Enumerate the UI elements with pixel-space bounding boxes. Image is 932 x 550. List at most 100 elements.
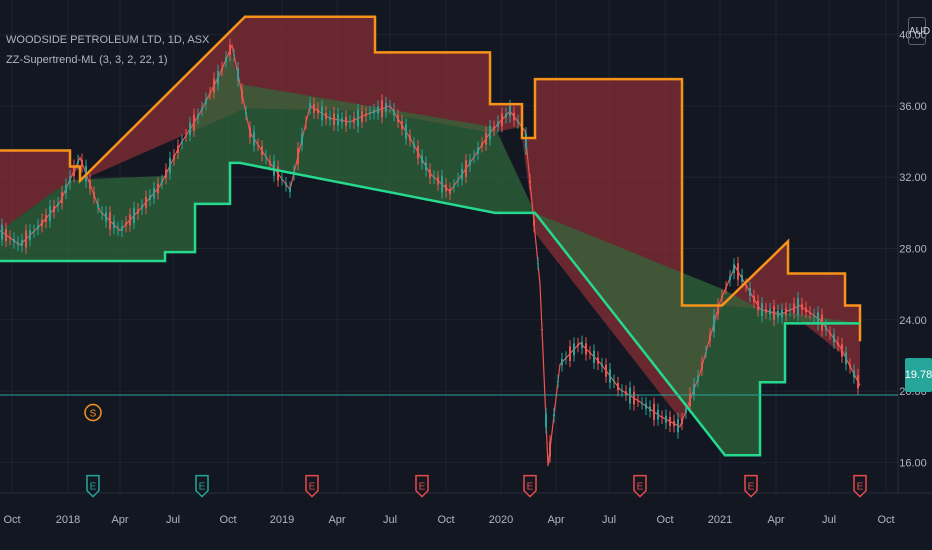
- candle-body: [437, 176, 439, 185]
- candle-body: [613, 380, 615, 382]
- candle-body: [145, 196, 147, 208]
- candle-body: [593, 350, 595, 363]
- candle-body: [25, 230, 27, 248]
- earnings-marker-label: E: [637, 482, 644, 493]
- x-tick-label: Jul: [822, 514, 836, 526]
- earnings-marker[interactable]: [633, 474, 647, 498]
- candle-body: [125, 222, 127, 227]
- earnings-marker[interactable]: [305, 474, 319, 498]
- candle-body: [285, 183, 287, 186]
- candle-body: [637, 400, 639, 402]
- candle-body: [317, 108, 319, 113]
- earnings-marker[interactable]: [86, 474, 100, 498]
- candle-body: [849, 364, 851, 368]
- x-tick-label: 2018: [56, 514, 80, 526]
- candle-body: [853, 370, 855, 378]
- candle-body: [245, 112, 247, 115]
- candle-body: [17, 242, 19, 245]
- candle-body: [797, 298, 799, 315]
- candle-body: [425, 162, 427, 171]
- candle-body: [777, 310, 779, 318]
- candle-body: [349, 121, 351, 123]
- candle-body: [453, 185, 455, 187]
- candle-body: [785, 308, 787, 316]
- candle-body: [109, 212, 111, 230]
- candle-body: [645, 403, 647, 409]
- candle-body: [465, 160, 467, 177]
- indicator-label[interactable]: ZZ-Supertrend-ML (3, 3, 2, 22, 1): [6, 54, 168, 66]
- candle-body: [69, 176, 71, 184]
- candle-body: [441, 176, 443, 193]
- x-tick-label: Apr: [328, 514, 345, 526]
- candle-body: [329, 116, 331, 120]
- candle-body: [561, 359, 563, 366]
- x-tick-label: Oct: [656, 514, 673, 526]
- candle-body: [729, 276, 731, 281]
- earnings-marker[interactable]: [415, 474, 429, 498]
- candle-body: [53, 205, 55, 213]
- candle-body: [149, 195, 151, 200]
- x-tick-label: Oct: [219, 514, 236, 526]
- candle-body: [197, 114, 199, 118]
- candle-body: [305, 122, 307, 124]
- supertrend-flip-marker[interactable]: [84, 403, 102, 422]
- earnings-marker-label: E: [748, 482, 755, 493]
- candle-body: [405, 124, 407, 139]
- candle-body: [373, 109, 375, 114]
- candle-body: [117, 227, 119, 230]
- candle-body: [297, 148, 299, 165]
- candle-body: [537, 263, 539, 265]
- candle-body: [765, 308, 767, 313]
- earnings-marker[interactable]: [195, 474, 209, 498]
- candle-body: [57, 203, 59, 206]
- earnings-marker[interactable]: [523, 474, 537, 498]
- candle-body: [677, 419, 679, 433]
- x-tick-label: Oct: [3, 514, 20, 526]
- candle-body: [73, 165, 75, 177]
- candle-body: [13, 238, 15, 243]
- candle-body: [525, 133, 527, 149]
- earnings-marker[interactable]: [853, 474, 867, 498]
- candle-body: [361, 111, 363, 122]
- candle-body: [773, 305, 775, 320]
- candle-body: [485, 132, 487, 145]
- candle-body: [433, 176, 435, 178]
- last-price-badge: 19.78: [905, 358, 932, 392]
- candle-body: [141, 205, 143, 209]
- candle-body: [793, 303, 795, 313]
- candle-body: [833, 334, 835, 343]
- chart-legend: WOODSIDE PETROLEUM LTD, 1D, ASX ZZ-Super…: [6, 30, 209, 70]
- candle-body: [493, 126, 495, 130]
- candle-body: [345, 116, 347, 126]
- candle-body: [289, 187, 291, 192]
- candle-body: [545, 413, 547, 428]
- candle-body: [685, 408, 687, 413]
- candle-body: [273, 160, 275, 176]
- candle-body: [649, 406, 651, 412]
- candle-body: [61, 192, 63, 204]
- candle-body: [725, 287, 727, 289]
- earnings-marker[interactable]: [744, 474, 758, 498]
- candle-body: [721, 295, 723, 299]
- candle-body: [741, 274, 743, 282]
- candle-body: [341, 118, 343, 123]
- candle-body: [749, 288, 751, 296]
- currency-label[interactable]: AUD: [908, 17, 930, 45]
- y-tick-label: 36.00: [899, 101, 927, 113]
- candle-body: [9, 236, 11, 239]
- candle-body: [357, 110, 359, 127]
- candle-body: [589, 352, 591, 354]
- x-tick-label: 2019: [270, 514, 294, 526]
- candle-body: [769, 309, 771, 315]
- candle-body: [585, 343, 587, 355]
- candle-body: [409, 135, 411, 141]
- candle-body: [717, 304, 719, 314]
- symbol-title[interactable]: WOODSIDE PETROLEUM LTD, 1D, ASX: [6, 34, 210, 46]
- candle-body: [533, 219, 535, 227]
- candle-body: [609, 369, 611, 383]
- candle-body: [277, 166, 279, 181]
- candle-body: [697, 376, 699, 382]
- candle-body: [745, 284, 747, 286]
- candle-body: [269, 161, 271, 165]
